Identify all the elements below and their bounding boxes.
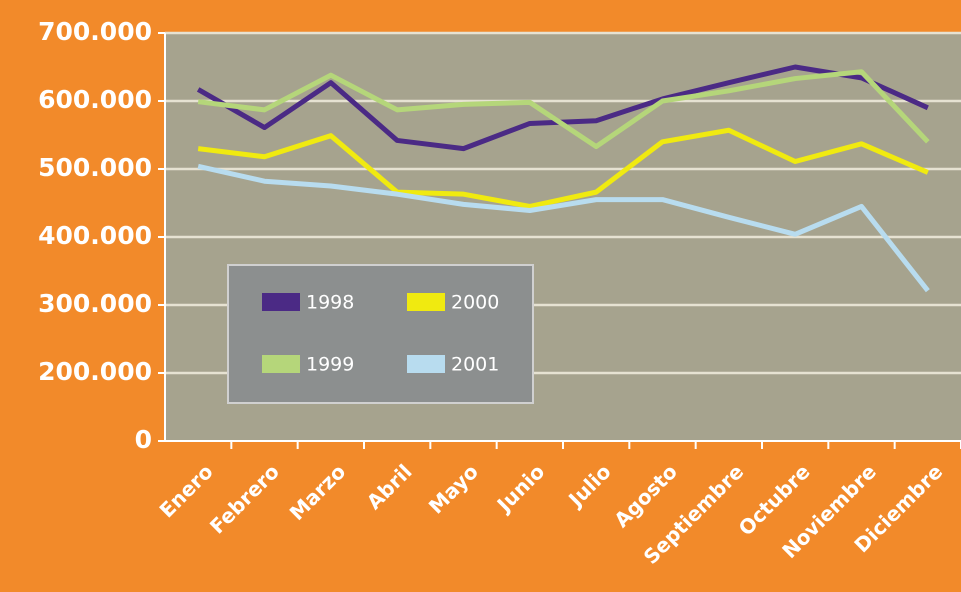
- y-tick-label: 700.000: [38, 17, 152, 46]
- series-line: [197, 69, 930, 150]
- legend-swatch: [262, 293, 300, 311]
- legend-swatch: [262, 355, 300, 373]
- y-tick-label: 200.000: [38, 357, 152, 386]
- y-tick-label: 400.000: [38, 221, 152, 250]
- y-tick-label: 300.000: [38, 289, 152, 318]
- y-tick-label: 600.000: [38, 85, 152, 114]
- legend-swatch: [407, 293, 445, 311]
- legend: 1998 1999 2000 2001: [227, 264, 534, 404]
- series-line: [197, 163, 930, 293]
- legend-swatch: [407, 355, 445, 373]
- x-tick-label: Febrero: [205, 459, 284, 538]
- x-tick-label: Mayo: [424, 459, 483, 518]
- legend-label: 1998: [306, 292, 354, 314]
- legend-box: [227, 264, 534, 404]
- x-tick-label: Abril: [362, 459, 417, 514]
- series-line: [197, 127, 929, 209]
- legend-label: 2000: [451, 292, 499, 314]
- y-tick-label: 500.000: [38, 153, 152, 182]
- x-tick-label: Junio: [491, 459, 549, 517]
- legend-label: 1999: [306, 354, 354, 376]
- x-tick-label: Enero: [155, 459, 218, 522]
- x-tick-label: Julio: [562, 459, 615, 512]
- y-tick-label: 0: [135, 425, 152, 454]
- x-tick-label: Marzo: [285, 459, 351, 525]
- legend-label: 2001: [451, 354, 499, 376]
